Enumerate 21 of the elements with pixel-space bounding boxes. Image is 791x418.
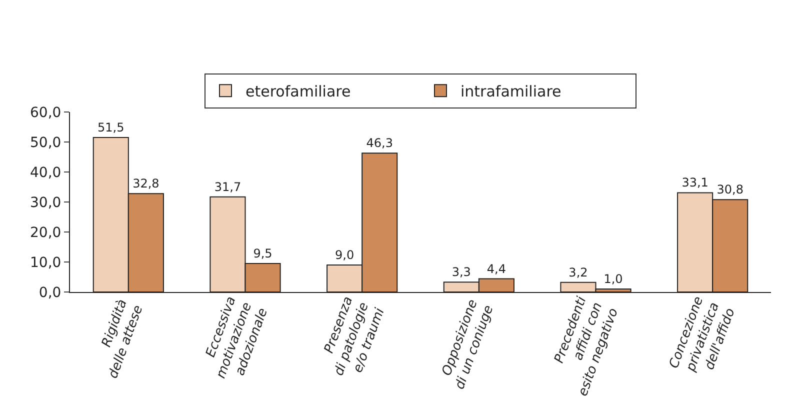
data-label: 3,2 xyxy=(568,265,588,280)
legend-label: intrafamiliare xyxy=(460,82,562,100)
data-label: 32,8 xyxy=(132,176,160,191)
data-label: 30,8 xyxy=(716,182,744,197)
y-tick-label: 20,0 xyxy=(30,224,62,241)
y-tick-label: 60,0 xyxy=(30,104,62,121)
y-tick-label: 40,0 xyxy=(30,164,62,181)
data-label: 33,1 xyxy=(682,176,708,190)
y-tick-label: 10,0 xyxy=(30,254,62,271)
data-label: 3,3 xyxy=(452,265,471,280)
legend-label: eterofamiliare xyxy=(246,82,351,100)
data-label: 9,0 xyxy=(335,248,354,262)
data-label: 9,5 xyxy=(253,246,272,260)
y-tick-label: 30,0 xyxy=(30,194,62,211)
data-label: 31,7 xyxy=(214,180,242,194)
y-tick-label: 50,0 xyxy=(30,134,62,151)
data-label: 46,3 xyxy=(366,136,393,150)
y-tick-label: 0,0 xyxy=(38,284,62,301)
data-label: 4,4 xyxy=(486,262,506,276)
data-label: 1,0 xyxy=(604,272,623,286)
data-label: 51,5 xyxy=(98,120,124,134)
